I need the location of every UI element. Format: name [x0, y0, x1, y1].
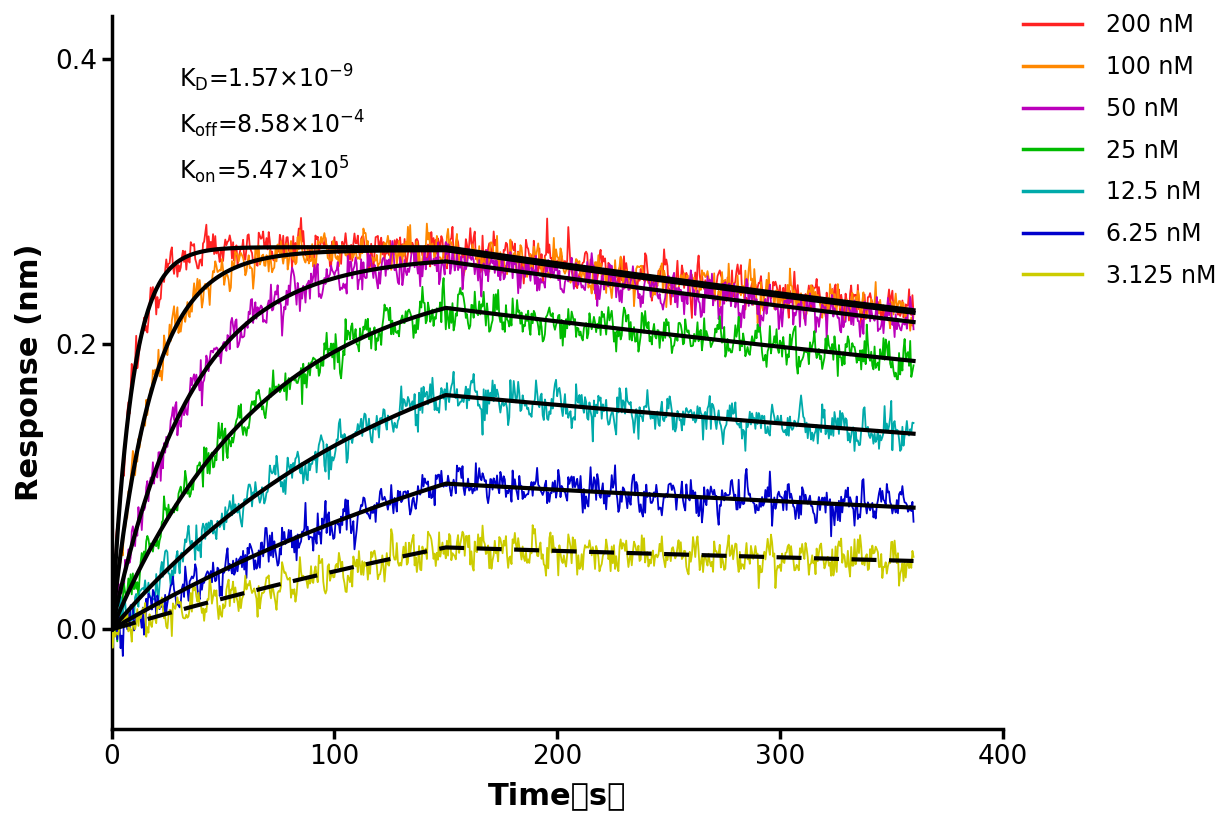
- Text: K$_\mathregular{D}$=1.57×10$^{-9}$: K$_\mathregular{D}$=1.57×10$^{-9}$: [179, 62, 354, 94]
- X-axis label: Time（s）: Time（s）: [488, 781, 626, 810]
- Text: K$_\mathregular{on}$=5.47×10$^{5}$: K$_\mathregular{on}$=5.47×10$^{5}$: [179, 155, 349, 186]
- Y-axis label: Response (nm): Response (nm): [15, 244, 44, 502]
- Legend: 200 nM, 100 nM, 50 nM, 25 nM, 12.5 nM, 6.25 nM, 3.125 nM: 200 nM, 100 nM, 50 nM, 25 nM, 12.5 nM, 6…: [1024, 13, 1216, 288]
- Text: K$_\mathregular{off}$=8.58×10$^{-4}$: K$_\mathregular{off}$=8.58×10$^{-4}$: [179, 109, 365, 140]
